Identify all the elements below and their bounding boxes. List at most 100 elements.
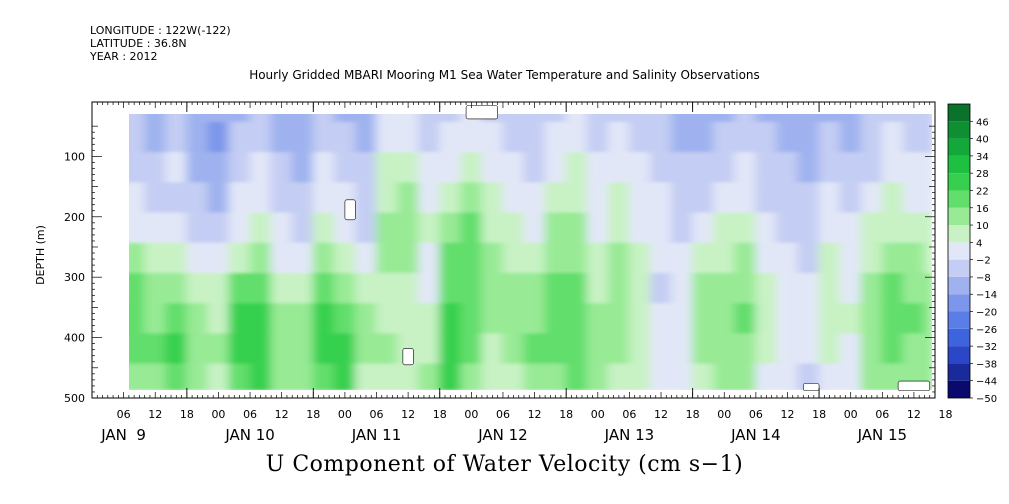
- heat-cell: [881, 242, 904, 276]
- heat-cell: [270, 242, 293, 276]
- heat-cell: [186, 121, 209, 155]
- x-tick-label: 12: [654, 408, 668, 421]
- heat-cell: [207, 242, 230, 276]
- heat-cell: [375, 333, 399, 366]
- heat-cell: [839, 152, 862, 185]
- colorbar-band: [948, 104, 970, 122]
- colorbar-label: 16: [976, 204, 989, 215]
- heat-cell: [291, 333, 314, 366]
- heat-cell: [502, 152, 525, 185]
- heat-cell: [354, 242, 378, 276]
- heat-cell: [439, 363, 462, 390]
- colorbar-band: [948, 190, 970, 208]
- heat-cell: [165, 242, 188, 276]
- heat-cell: [860, 182, 883, 215]
- heat-cell: [902, 121, 925, 155]
- heat-cell: [312, 363, 335, 390]
- heat-cell: [586, 121, 609, 155]
- heat-cell: [565, 272, 588, 306]
- heat-cell: [776, 272, 799, 306]
- heat-cell: [839, 121, 862, 155]
- heat-cell: [228, 121, 251, 155]
- heat-cell: [692, 182, 715, 215]
- heat-cell: [755, 212, 778, 246]
- year-label: YEAR : 2012: [90, 50, 158, 63]
- heat-cell: [375, 212, 399, 246]
- colorbar-label: −2: [976, 256, 991, 267]
- heat-cell: [671, 363, 694, 390]
- heat-cell: [797, 114, 820, 125]
- heat-cell: [333, 272, 356, 306]
- heat-cell: [586, 333, 609, 366]
- heat-cell: [860, 152, 883, 185]
- heat-cell: [628, 303, 652, 336]
- x-tick-label: 18: [559, 408, 573, 421]
- heat-cell: [270, 114, 293, 125]
- heat-cell: [902, 212, 925, 246]
- heat-cell: [923, 182, 932, 215]
- y-ticks: [92, 125, 935, 399]
- heat-cell: [228, 303, 251, 336]
- heat-cell: [249, 152, 272, 185]
- heat-cell: [523, 121, 546, 155]
- heat-cell: [544, 152, 567, 185]
- heat-cell: [291, 363, 314, 390]
- heat-cell: [397, 182, 420, 215]
- heat-cell: [270, 363, 293, 390]
- heat-cell: [839, 182, 862, 215]
- heat-cell: [544, 272, 567, 306]
- heat-cell: [671, 152, 694, 185]
- x-tick-labels: 06 12 18 00 06 12 18 00 06 12 18 00 06 12 18 00 06 12 18 00…: [117, 408, 953, 421]
- heat-cell: [586, 182, 609, 215]
- heat-cell: [755, 303, 778, 336]
- heat-cell: [270, 182, 293, 215]
- heat-cell: [207, 363, 230, 390]
- heat-cell: [818, 363, 841, 390]
- heat-cell: [481, 303, 504, 336]
- heat-cell: [144, 303, 167, 336]
- heat-cell: [129, 303, 146, 336]
- latitude-label: LATITUDE : 36.8N: [90, 37, 187, 50]
- heat-cell: [333, 212, 356, 246]
- heat-cell: [523, 152, 546, 185]
- heat-cell: [565, 363, 588, 390]
- heat-cell: [397, 212, 420, 246]
- colorbar-band: [948, 121, 970, 139]
- heat-cell: [923, 333, 932, 366]
- colorbar-band: [948, 328, 970, 347]
- day-label: JAN 15: [857, 426, 908, 444]
- heat-cell: [607, 242, 630, 276]
- heat-cell: [671, 333, 694, 366]
- colorbar-band: [948, 207, 970, 226]
- heat-cell: [439, 212, 462, 246]
- heat-cell: [902, 114, 925, 125]
- heat-cell: [333, 152, 356, 185]
- heat-cell: [565, 242, 588, 276]
- heat-cell: [312, 212, 335, 246]
- colorbar-label: 40: [976, 135, 989, 146]
- x-tick-label: 00: [211, 408, 225, 421]
- heat-cell: [628, 272, 652, 306]
- heat-cell: [734, 363, 757, 390]
- heat-cell: [129, 182, 146, 215]
- x-tick-label: 06: [117, 408, 131, 421]
- heat-cell: [439, 114, 462, 125]
- heat-cell: [291, 242, 314, 276]
- heat-cell: [502, 242, 525, 276]
- heat-cell: [607, 182, 630, 215]
- heat-cell: [586, 152, 609, 185]
- heat-cell: [839, 363, 862, 390]
- longitude-label: LONGITUDE : 122W(-122): [90, 24, 231, 37]
- heat-cell: [312, 121, 335, 155]
- x-ticks: [91, 102, 936, 398]
- heat-cell: [481, 212, 504, 246]
- heat-cell: [418, 333, 441, 366]
- heat-cell: [333, 303, 356, 336]
- x-tick-label: 18: [180, 408, 194, 421]
- heat-cell: [439, 242, 462, 276]
- heat-cell: [692, 121, 715, 155]
- heat-cell: [923, 272, 932, 306]
- x-tick-label: 12: [148, 408, 162, 421]
- heat-cell: [692, 242, 715, 276]
- heat-cell: [544, 182, 567, 215]
